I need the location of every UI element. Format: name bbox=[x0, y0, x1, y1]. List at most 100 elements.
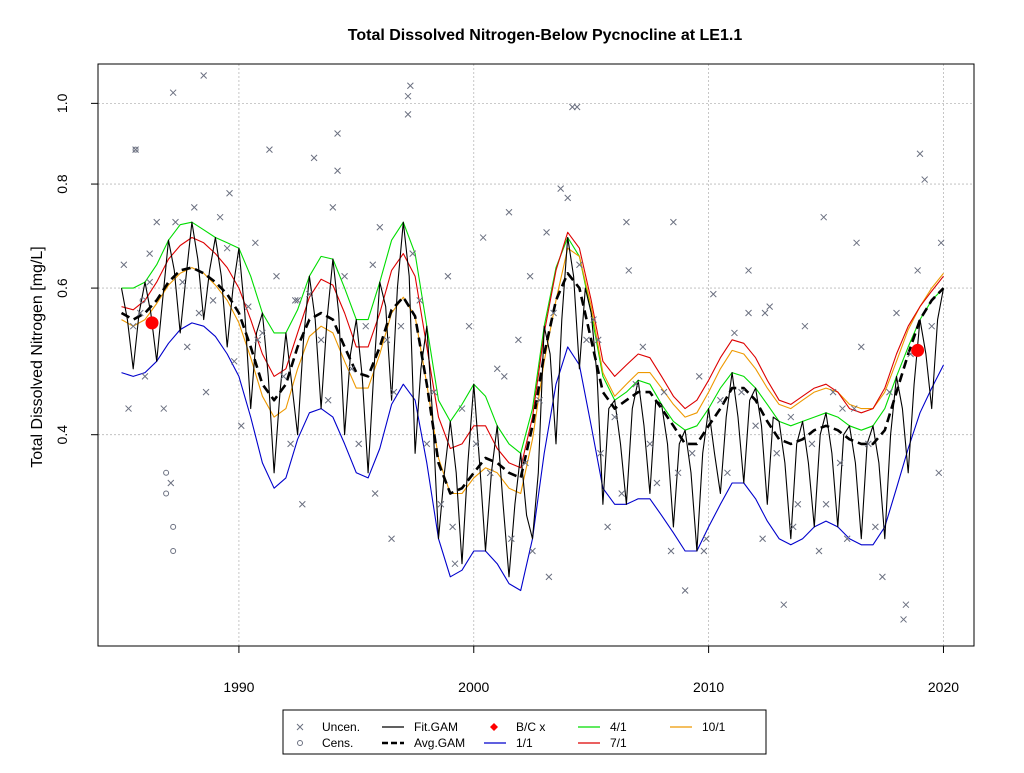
uncensored-point bbox=[254, 336, 262, 344]
uncensored-point bbox=[893, 309, 900, 317]
legend-symbol-diamond bbox=[490, 723, 498, 731]
uncensored-point bbox=[864, 440, 872, 448]
uncensored-point bbox=[557, 185, 565, 192]
uncensored-point bbox=[407, 82, 414, 90]
uncensored-point bbox=[717, 396, 724, 404]
censored-point bbox=[170, 523, 177, 530]
legend-symbol-circle bbox=[297, 740, 303, 746]
legend-item: Avg.GAM bbox=[382, 736, 465, 750]
points-layer bbox=[120, 72, 945, 623]
uncensored-point bbox=[590, 316, 597, 323]
uncensored-point bbox=[745, 267, 752, 274]
uncensored-point bbox=[594, 336, 602, 344]
uncensored-point bbox=[120, 261, 128, 269]
uncensored-point bbox=[472, 440, 480, 448]
uncensored-point bbox=[383, 336, 391, 344]
uncensored-point bbox=[900, 616, 907, 623]
uncensored-point bbox=[449, 523, 456, 531]
uncensored-point bbox=[681, 587, 689, 594]
uncensored-point bbox=[670, 218, 677, 226]
uncensored-point bbox=[902, 601, 910, 609]
uncensored-point bbox=[298, 500, 306, 508]
uncensored-point bbox=[709, 290, 717, 298]
uncensored-point bbox=[660, 388, 668, 396]
censored-point bbox=[132, 146, 139, 153]
censored-point bbox=[163, 469, 170, 476]
uncensored-point bbox=[550, 309, 557, 317]
uncensored-point bbox=[879, 573, 886, 581]
uncensored-point bbox=[244, 303, 252, 310]
uncensored-point bbox=[928, 322, 936, 330]
uncensored-point bbox=[388, 535, 395, 543]
uncensored-point bbox=[259, 329, 266, 337]
uncensored-point bbox=[179, 278, 186, 286]
uncensored-point bbox=[850, 405, 858, 412]
uncensored-point bbox=[451, 560, 459, 568]
uncensored-point bbox=[937, 239, 945, 247]
uncensored-point bbox=[632, 380, 640, 388]
legend-box bbox=[282, 709, 767, 755]
uncensored-point bbox=[160, 405, 168, 412]
censored-point bbox=[170, 547, 177, 554]
legend-label: B/C x bbox=[516, 720, 545, 734]
uncensored-point bbox=[780, 601, 788, 609]
uncensored-point bbox=[843, 535, 851, 543]
uncensored-point bbox=[623, 218, 630, 226]
series-line-4-1 bbox=[121, 221, 944, 454]
uncensored-point bbox=[507, 535, 515, 543]
legend-label: Fit.GAM bbox=[414, 720, 458, 734]
uncensored-point bbox=[423, 440, 431, 448]
uncensored-point bbox=[500, 373, 508, 380]
legend-label: 7/1 bbox=[610, 736, 627, 750]
uncensored-point bbox=[251, 239, 259, 247]
uncensored-point bbox=[437, 500, 445, 508]
series-line-7-1 bbox=[121, 231, 944, 469]
uncensored-point bbox=[745, 309, 752, 317]
uncensored-point bbox=[458, 405, 466, 412]
uncensored-point bbox=[611, 413, 619, 421]
uncensored-point bbox=[646, 440, 654, 448]
uncensored-point bbox=[761, 309, 769, 317]
uncensored-point bbox=[505, 208, 513, 216]
y-tick-label: 1.0 bbox=[54, 93, 70, 113]
x-tick-label: 2010 bbox=[693, 679, 724, 695]
series-layer bbox=[120, 221, 945, 592]
legend-label: 1/1 bbox=[516, 736, 533, 750]
uncensored-point bbox=[731, 329, 738, 337]
censored-point bbox=[139, 297, 146, 304]
uncensored-point bbox=[752, 422, 759, 430]
uncensored-point bbox=[773, 449, 781, 457]
uncensored-point bbox=[759, 535, 766, 543]
uncensored-point bbox=[409, 250, 417, 257]
uncensored-point bbox=[280, 373, 287, 380]
uncensored-point bbox=[317, 336, 325, 344]
uncensored-point bbox=[310, 154, 318, 162]
x-axis: 1990 2000 2010 2020 bbox=[223, 645, 959, 695]
uncensored-point bbox=[397, 322, 405, 330]
series-line-10-1 bbox=[121, 247, 944, 495]
legend-item: Fit.GAM bbox=[382, 720, 458, 734]
uncensored-point bbox=[141, 373, 149, 380]
legend-item: Cens. bbox=[297, 736, 353, 750]
uncensored-point bbox=[291, 296, 299, 304]
uncensored-point bbox=[618, 490, 626, 497]
uncensored-point bbox=[695, 373, 703, 380]
uncensored-point bbox=[465, 322, 473, 330]
uncensored-point bbox=[526, 272, 534, 280]
legend-item: 7/1 bbox=[578, 736, 627, 750]
uncensored-point bbox=[625, 267, 633, 274]
uncensored-point bbox=[545, 573, 553, 581]
uncensored-point bbox=[371, 490, 379, 497]
uncensored-point bbox=[853, 239, 860, 247]
uncensored-point bbox=[914, 267, 921, 274]
uncensored-point bbox=[604, 523, 611, 531]
uncensored-point bbox=[169, 89, 177, 97]
uncensored-point bbox=[529, 547, 536, 555]
uncensored-point bbox=[329, 204, 337, 211]
uncensored-point bbox=[341, 272, 348, 280]
uncensored-point bbox=[404, 111, 412, 118]
uncensored-point bbox=[287, 440, 294, 448]
uncensored-point bbox=[376, 223, 384, 231]
